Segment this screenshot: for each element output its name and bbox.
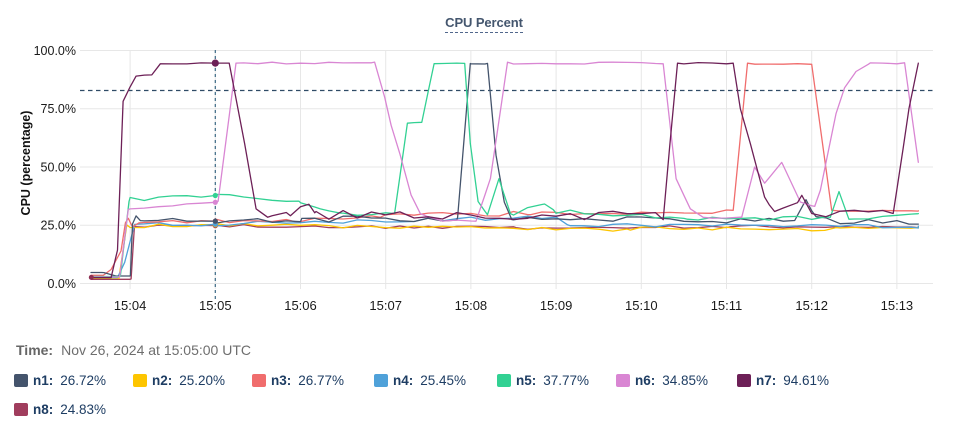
- svg-text:CPU (percentage): CPU (percentage): [19, 111, 33, 216]
- svg-text:15:08: 15:08: [455, 298, 488, 313]
- svg-text:15:07: 15:07: [369, 298, 402, 313]
- svg-text:25.0%: 25.0%: [41, 219, 76, 233]
- svg-text:100.0%: 100.0%: [34, 44, 76, 58]
- svg-text:15:11: 15:11: [711, 298, 743, 313]
- svg-text:15:04: 15:04: [114, 298, 147, 313]
- svg-text:75.0%: 75.0%: [41, 102, 76, 116]
- svg-text:15:06: 15:06: [284, 298, 317, 313]
- svg-text:15:05: 15:05: [199, 298, 232, 313]
- svg-text:15:09: 15:09: [540, 298, 573, 313]
- svg-text:50.0%: 50.0%: [41, 160, 76, 174]
- svg-text:0.0%: 0.0%: [48, 277, 77, 291]
- svg-text:15:12: 15:12: [795, 298, 828, 313]
- svg-text:15:13: 15:13: [881, 298, 914, 313]
- svg-text:15:10: 15:10: [625, 298, 658, 313]
